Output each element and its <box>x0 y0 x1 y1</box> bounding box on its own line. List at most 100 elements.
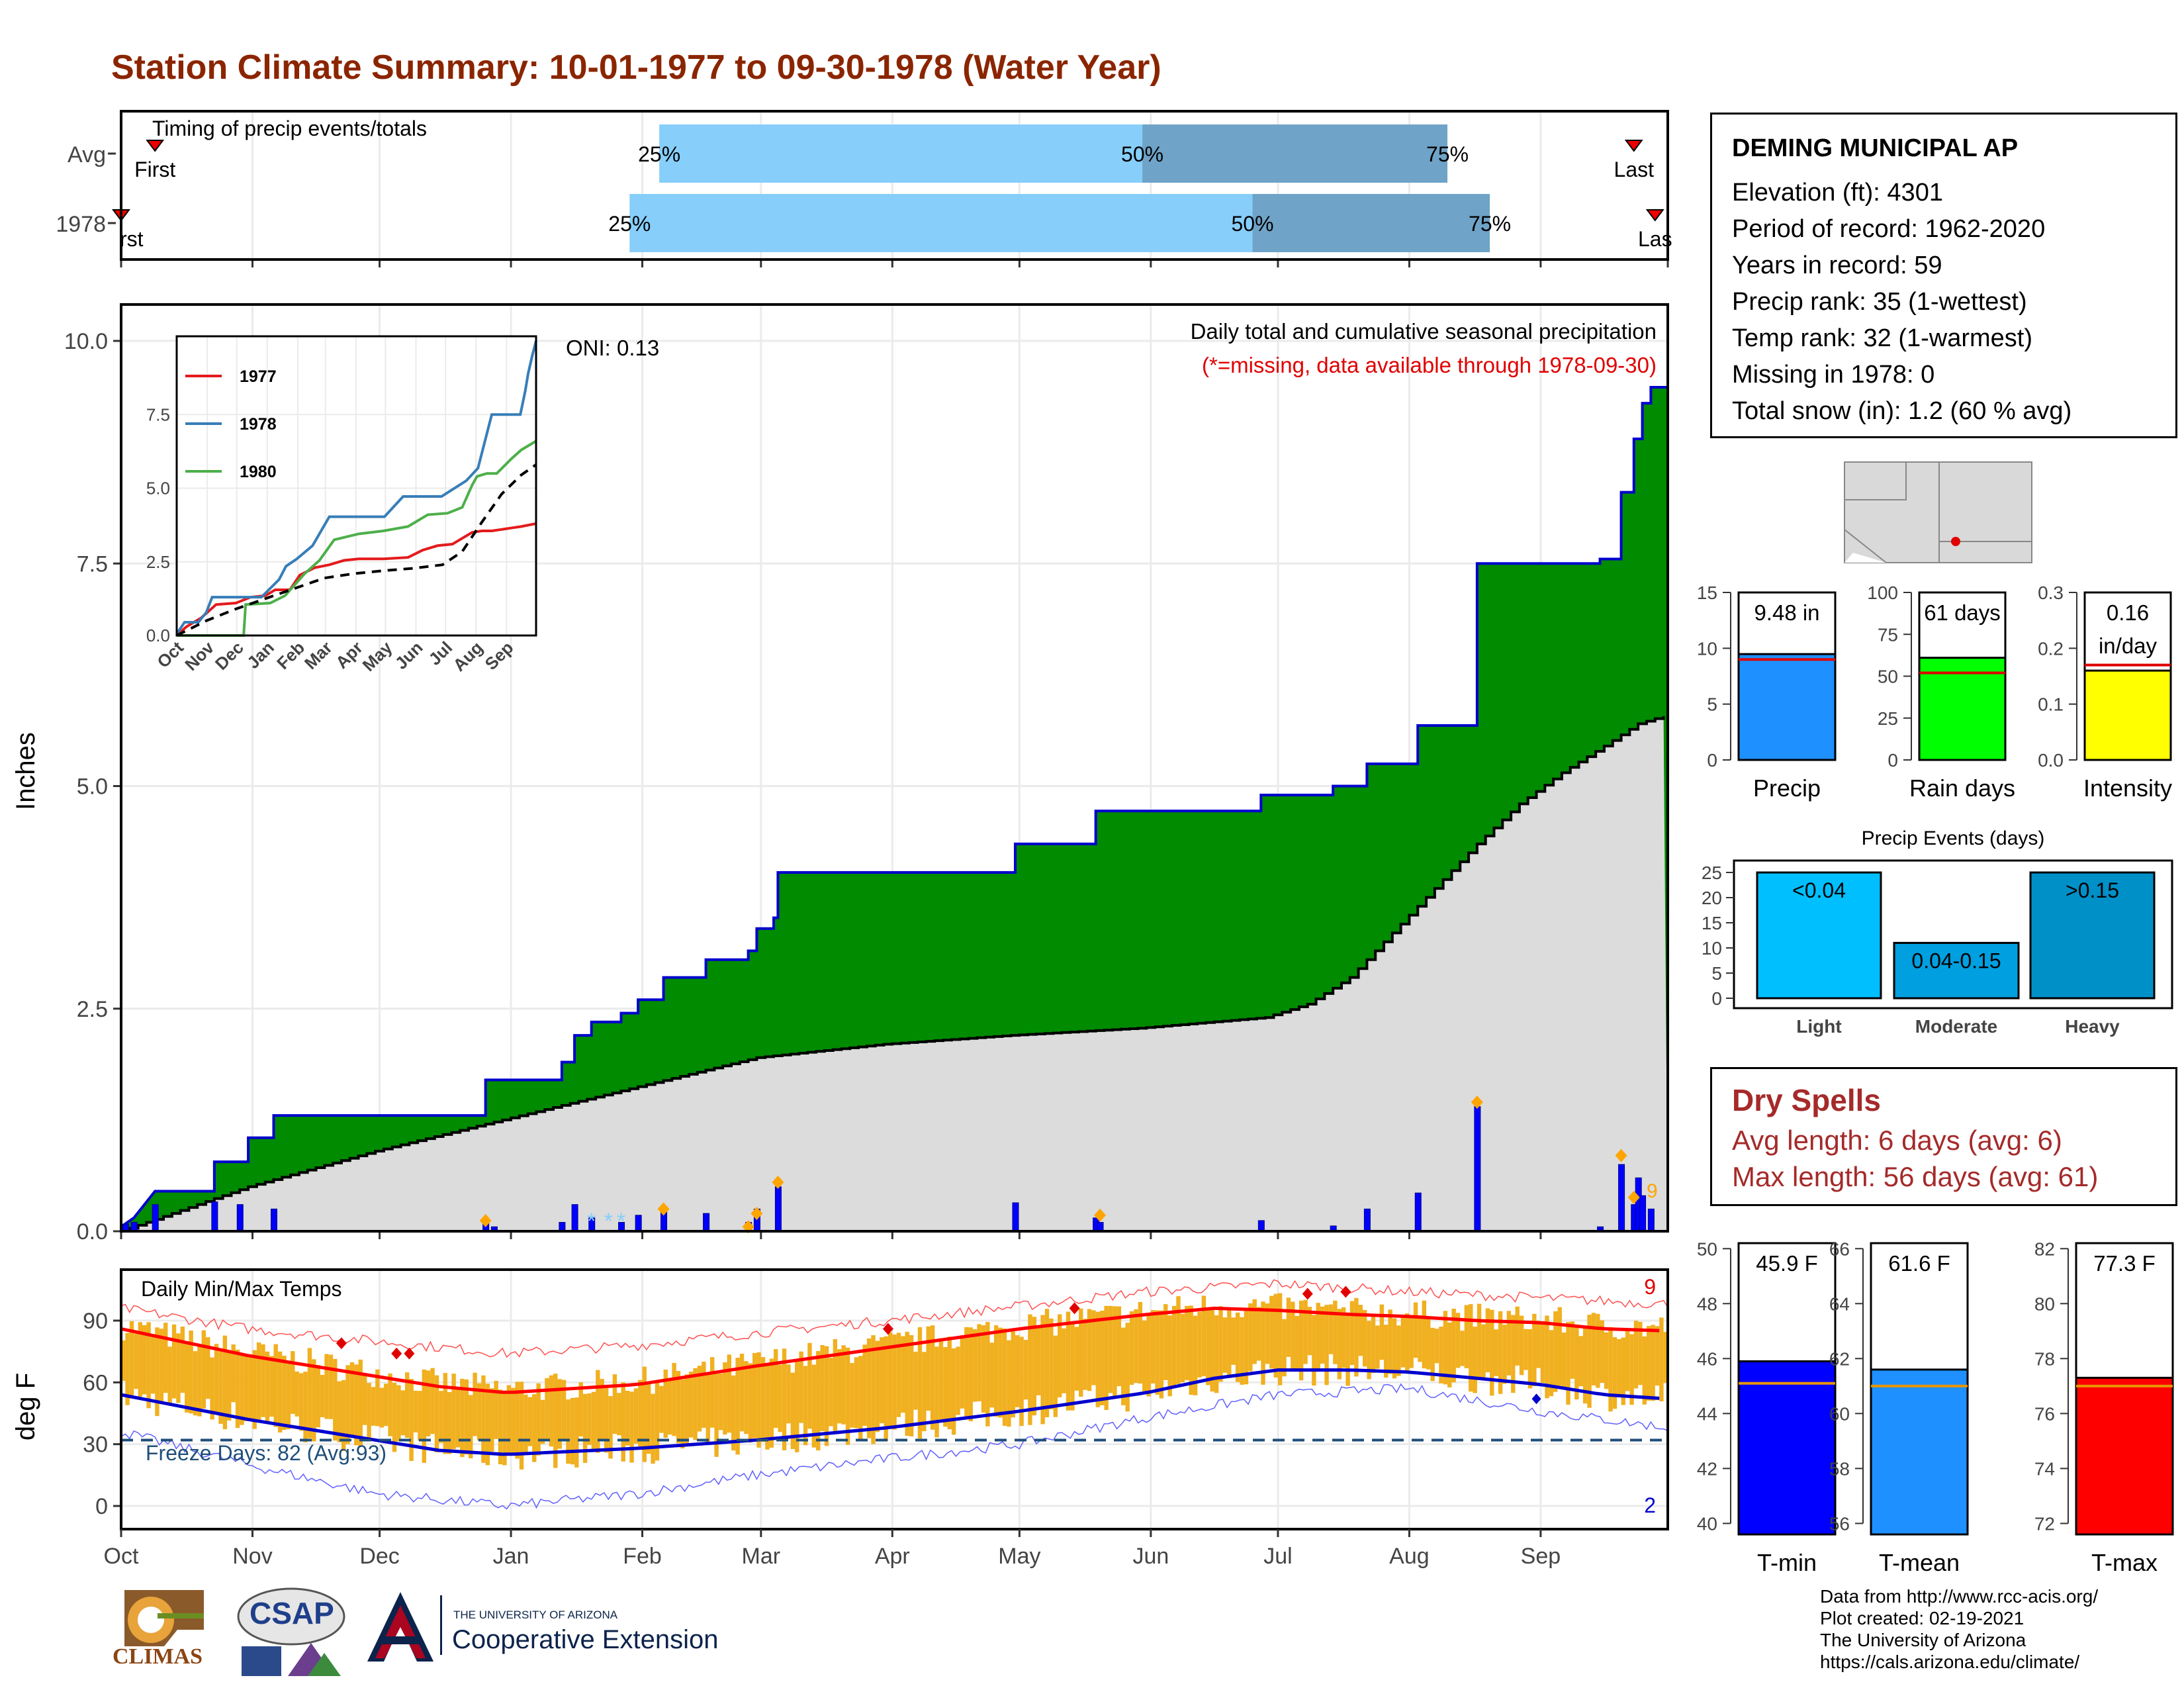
inset-ytick-label: 0.0 <box>146 626 170 645</box>
daily-temp-bar <box>261 1344 265 1417</box>
avg-min-line <box>120 1368 1660 1456</box>
record-max-line <box>120 1279 1668 1358</box>
timing-bar-25-50 <box>629 194 1253 252</box>
timing-event-marker <box>146 140 165 152</box>
month-label: Sep <box>1521 1544 1561 1569</box>
daily-temp-bar <box>1591 1313 1596 1385</box>
events-category-label: Moderate <box>1915 1016 1997 1037</box>
daily-temp-bar <box>642 1366 647 1462</box>
info-snow: Total snow (in): 1.2 (60 % avg) <box>1732 397 2072 425</box>
daily-temp-bar <box>1171 1305 1177 1386</box>
daily-temp-bar <box>1587 1315 1592 1408</box>
daily-temp-bar <box>273 1344 278 1427</box>
daily-temp-bar <box>760 1357 766 1442</box>
summary-t-min-ytick-label: 42 <box>1697 1458 1717 1479</box>
daily-temp-bar <box>1044 1309 1050 1417</box>
daily-temp-bar <box>413 1390 418 1432</box>
summary-t-max-ytick-label: 76 <box>2034 1403 2055 1424</box>
daily-temp-bar <box>1129 1311 1134 1385</box>
daily-temp-bar <box>337 1381 341 1442</box>
top-event-marker <box>479 1213 492 1227</box>
daily-temp-bar <box>404 1372 410 1438</box>
daily-temp-bar <box>1409 1315 1414 1368</box>
daily-temp-bar <box>1345 1313 1350 1386</box>
daily-temp-bar <box>926 1326 931 1411</box>
daily-temp-bar <box>913 1351 918 1410</box>
daily-temp-bar <box>1286 1297 1291 1357</box>
daily-temp-bar <box>210 1357 214 1420</box>
daily-temp-bar <box>447 1391 452 1454</box>
daily-temp-bar <box>1058 1314 1062 1397</box>
daily-temp-bar <box>1511 1315 1516 1393</box>
summary-t-min-ytick-label: 46 <box>1697 1348 1717 1369</box>
precip-ytick-label: 2.5 <box>77 997 108 1022</box>
info-period: Period of record: 1962-2020 <box>1732 215 2046 243</box>
events-title: Precip Events (days) <box>1862 827 2045 849</box>
daily-temp-bar <box>938 1338 944 1420</box>
daily-temp-bar <box>638 1380 643 1449</box>
daily-temp-bar <box>1540 1321 1545 1383</box>
daily-temp-bar <box>633 1388 639 1444</box>
daily-temp-bar <box>1273 1293 1278 1378</box>
daily-precip-bar <box>1639 1195 1647 1232</box>
inset-legend-label: 1977 <box>240 367 277 386</box>
daily-temp-bar <box>256 1342 261 1423</box>
daily-temp-bar <box>1596 1313 1600 1388</box>
climas-logo-graphic <box>124 1590 204 1646</box>
daily-temp-bar <box>752 1352 757 1438</box>
daily-temp-bar <box>718 1373 723 1430</box>
daily-temp-bar <box>189 1330 193 1414</box>
daily-temp-bar <box>426 1370 431 1436</box>
daily-temp-bar <box>1070 1321 1075 1411</box>
summary-t-min-ytick-label: 48 <box>1697 1293 1717 1314</box>
daily-temp-bar <box>383 1383 388 1427</box>
daily-temp-bar <box>1396 1325 1401 1376</box>
timing-p25-label: 25% <box>638 142 680 166</box>
record-high-marker <box>404 1347 415 1360</box>
daily-temp-bar <box>490 1388 494 1452</box>
summary-t-min-bar <box>1737 1360 1837 1536</box>
precip-ytick-label: 5.0 <box>77 774 108 800</box>
daily-temp-bar <box>1269 1295 1274 1369</box>
month-label: Aug <box>1389 1544 1430 1569</box>
daily-temp-bar <box>523 1394 528 1452</box>
daily-temp-bar <box>748 1363 753 1443</box>
daily-temp-bar <box>125 1333 130 1405</box>
summary-t-mean-ytick-label: 58 <box>1829 1458 1850 1479</box>
avg-max-line <box>120 1306 1660 1394</box>
daily-temp-bar <box>968 1327 973 1422</box>
daily-temp-bar <box>880 1337 884 1424</box>
daily-temp-bar <box>418 1391 422 1441</box>
map-state-border <box>1844 462 1907 500</box>
daily-temp-bar <box>1490 1309 1494 1396</box>
daily-precip-bar <box>130 1222 138 1232</box>
snow-marker: * <box>617 1209 625 1234</box>
daily-temp-bar <box>460 1378 465 1458</box>
credit-date: Plot created: 02-19-2021 <box>1820 1608 2025 1628</box>
daily-temp-bar <box>333 1358 338 1441</box>
daily-temp-bar <box>1116 1306 1122 1387</box>
daily-temp-bar <box>218 1348 223 1424</box>
record-low-marker <box>1531 1393 1541 1405</box>
summary-intensity-ytick-label: 0.3 <box>2038 583 2064 603</box>
daily-temp-bar <box>1384 1325 1388 1378</box>
summary-intensity-ytick-label: 0.1 <box>2038 694 2064 715</box>
daily-temp-bar <box>1578 1336 1583 1387</box>
timing-event-marker <box>1645 209 1664 222</box>
daily-temp-bar <box>1142 1320 1147 1391</box>
station-location-marker <box>1951 537 1960 546</box>
ua-logo <box>361 1589 440 1668</box>
daily-temp-bar <box>1277 1293 1283 1385</box>
daily-temp-bar <box>1218 1306 1223 1382</box>
daily-temp-bar <box>1477 1303 1482 1380</box>
summary-intensity-ytick-label: 0.0 <box>2038 750 2064 771</box>
daily-temp-bar <box>244 1356 249 1421</box>
daily-temp-bar <box>1303 1299 1308 1364</box>
daily-temp-bar <box>1256 1307 1261 1361</box>
daily-temp-bar <box>1363 1309 1367 1367</box>
summary-rain-days-value-label: 61 days <box>1924 600 2001 625</box>
credit-url: https://cals.arizona.edu/climate/ <box>1820 1652 2080 1672</box>
oni-annotation: ONI: 0.13 <box>566 336 659 360</box>
climas-text: CLIMAS <box>113 1644 203 1669</box>
